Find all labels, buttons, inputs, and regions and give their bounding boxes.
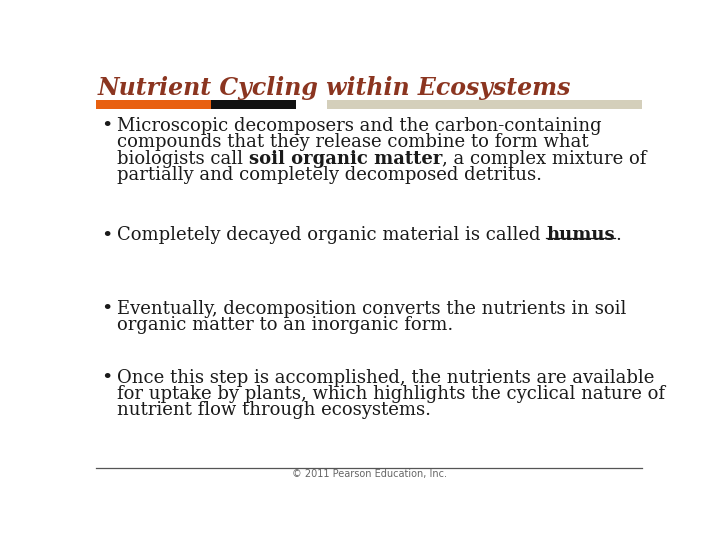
Text: Eventually, decomposition converts the nutrients in soil: Eventually, decomposition converts the n…	[117, 300, 626, 318]
Text: for uptake by plants, which highlights the cyclical nature of: for uptake by plants, which highlights t…	[117, 385, 665, 403]
Text: nutrient flow through ecosystems.: nutrient flow through ecosystems.	[117, 401, 431, 419]
Text: •: •	[102, 369, 113, 387]
Text: •: •	[102, 300, 113, 318]
Text: © 2011 Pearson Education, Inc.: © 2011 Pearson Education, Inc.	[292, 469, 446, 480]
Text: , a complex mixture of: , a complex mixture of	[442, 150, 647, 167]
Text: •: •	[102, 117, 113, 135]
Text: .: .	[615, 226, 621, 245]
Text: partially and completely decomposed detritus.: partially and completely decomposed detr…	[117, 166, 542, 184]
Bar	[211, 100, 296, 109]
Text: •: •	[102, 226, 113, 245]
Text: Once this step is accomplished, the nutrients are available: Once this step is accomplished, the nutr…	[117, 369, 654, 387]
Text: biologists call: biologists call	[117, 150, 249, 167]
Text: soil organic matter: soil organic matter	[249, 150, 442, 167]
Text: Microscopic decomposers and the carbon-containing: Microscopic decomposers and the carbon-c…	[117, 117, 602, 135]
Text: compounds that they release combine to form what: compounds that they release combine to f…	[117, 133, 589, 151]
Text: humus: humus	[546, 226, 615, 245]
Text: organic matter to an inorganic form.: organic matter to an inorganic form.	[117, 316, 454, 334]
Bar	[327, 100, 642, 109]
Text: Completely decayed organic material is called: Completely decayed organic material is c…	[117, 226, 546, 245]
Text: Nutrient Cycling within Ecosystems: Nutrient Cycling within Ecosystems	[98, 76, 571, 100]
Bar	[96, 100, 211, 109]
